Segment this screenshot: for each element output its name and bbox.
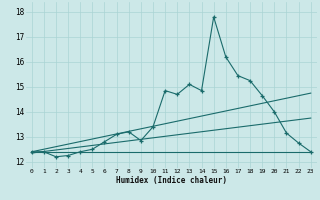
X-axis label: Humidex (Indice chaleur): Humidex (Indice chaleur) bbox=[116, 176, 227, 185]
